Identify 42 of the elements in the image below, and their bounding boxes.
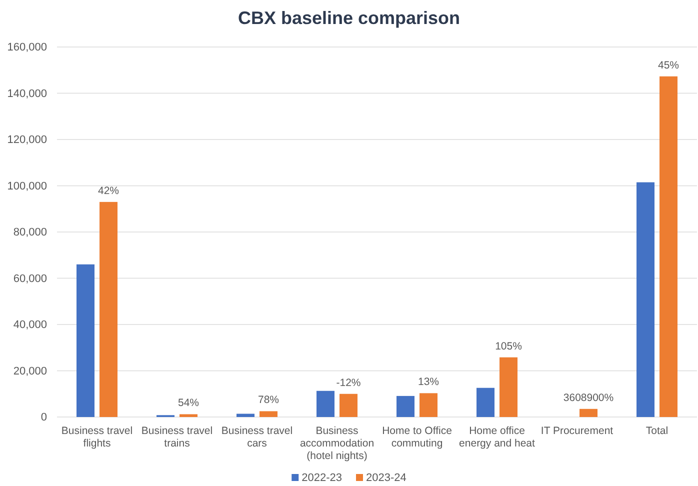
- bar: [476, 388, 494, 417]
- y-tick-label: 60,000: [13, 272, 47, 285]
- annotation: 3608900%: [563, 392, 614, 404]
- x-tick-label: IT Procurement: [540, 425, 614, 437]
- bar: [420, 393, 438, 417]
- annotation: 54%: [178, 397, 200, 410]
- bar: [180, 414, 198, 417]
- x-tick-label: Home office energy and heat: [459, 425, 536, 450]
- annotation: 45%: [658, 59, 680, 72]
- bar: [100, 202, 118, 417]
- legend-label: 2023-24: [366, 472, 406, 484]
- x-tick-label: Business travel trains: [141, 425, 213, 450]
- legend-label: 2022-23: [302, 472, 342, 484]
- annotation: -12%: [336, 376, 361, 389]
- annotation: 78%: [258, 394, 280, 406]
- y-tick-label: 40,000: [13, 319, 47, 332]
- y-tick-label: 20,000: [13, 365, 47, 378]
- bar: [660, 76, 678, 417]
- y-tick-label: 100,000: [7, 180, 47, 192]
- bar: [316, 390, 334, 417]
- y-tick-label: 80,000: [13, 226, 47, 239]
- bar: [236, 414, 254, 417]
- chart-title: CBX baseline comparison: [238, 8, 460, 28]
- x-tick-label: Home to Office commuting: [382, 425, 452, 450]
- bar: [396, 396, 414, 417]
- bar: [500, 357, 518, 417]
- annotation: 42%: [98, 184, 120, 197]
- bar: [340, 394, 358, 417]
- annotation: 105%: [495, 340, 522, 352]
- bar: [76, 264, 94, 417]
- y-tick-label: 120,000: [7, 134, 47, 146]
- annotation: 13%: [418, 376, 440, 388]
- bar: [636, 182, 654, 417]
- bar: [260, 411, 278, 417]
- bar: [580, 408, 598, 417]
- x-tick-label: Total: [646, 425, 668, 437]
- y-tick-label: 140,000: [7, 88, 47, 100]
- x-tick-label: Business travel flights: [61, 425, 133, 450]
- x-tick-label: Business travel cars: [221, 425, 293, 450]
- x-tick-label: Business accommodation (hotel nights): [300, 425, 374, 462]
- y-tick-label: 160,000: [7, 42, 47, 54]
- y-tick-label: 0: [40, 412, 47, 424]
